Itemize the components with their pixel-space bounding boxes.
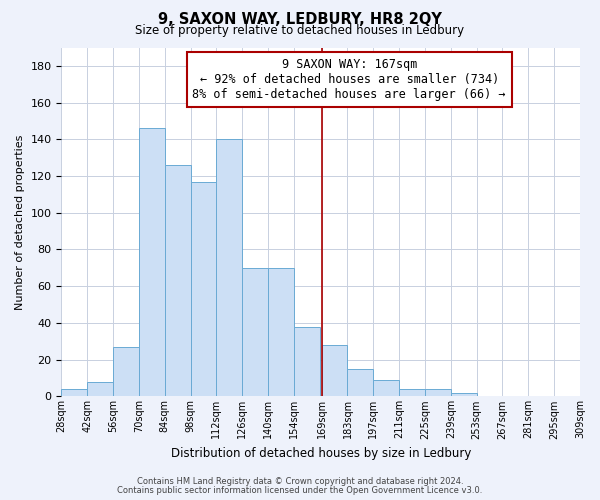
Bar	[242, 268, 268, 396]
Bar	[113, 347, 139, 397]
X-axis label: Distribution of detached houses by size in Ledbury: Distribution of detached houses by size …	[170, 447, 471, 460]
Bar	[451, 392, 476, 396]
Text: 9, SAXON WAY, LEDBURY, HR8 2QY: 9, SAXON WAY, LEDBURY, HR8 2QY	[158, 12, 442, 28]
Text: 9 SAXON WAY: 167sqm
← 92% of detached houses are smaller (734)
8% of semi-detach: 9 SAXON WAY: 167sqm ← 92% of detached ho…	[193, 58, 506, 101]
Bar	[268, 268, 294, 396]
Bar	[347, 369, 373, 396]
Bar	[61, 389, 87, 396]
Bar	[373, 380, 399, 396]
Text: Contains public sector information licensed under the Open Government Licence v3: Contains public sector information licen…	[118, 486, 482, 495]
Bar	[87, 382, 113, 396]
Bar	[399, 389, 425, 396]
Bar	[165, 165, 191, 396]
Text: Contains HM Land Registry data © Crown copyright and database right 2024.: Contains HM Land Registry data © Crown c…	[137, 477, 463, 486]
Bar	[322, 345, 347, 397]
Bar	[425, 389, 451, 396]
Bar	[217, 140, 242, 396]
Bar	[294, 326, 320, 396]
Bar	[191, 182, 217, 396]
Text: Size of property relative to detached houses in Ledbury: Size of property relative to detached ho…	[136, 24, 464, 37]
Bar	[139, 128, 165, 396]
Y-axis label: Number of detached properties: Number of detached properties	[15, 134, 25, 310]
